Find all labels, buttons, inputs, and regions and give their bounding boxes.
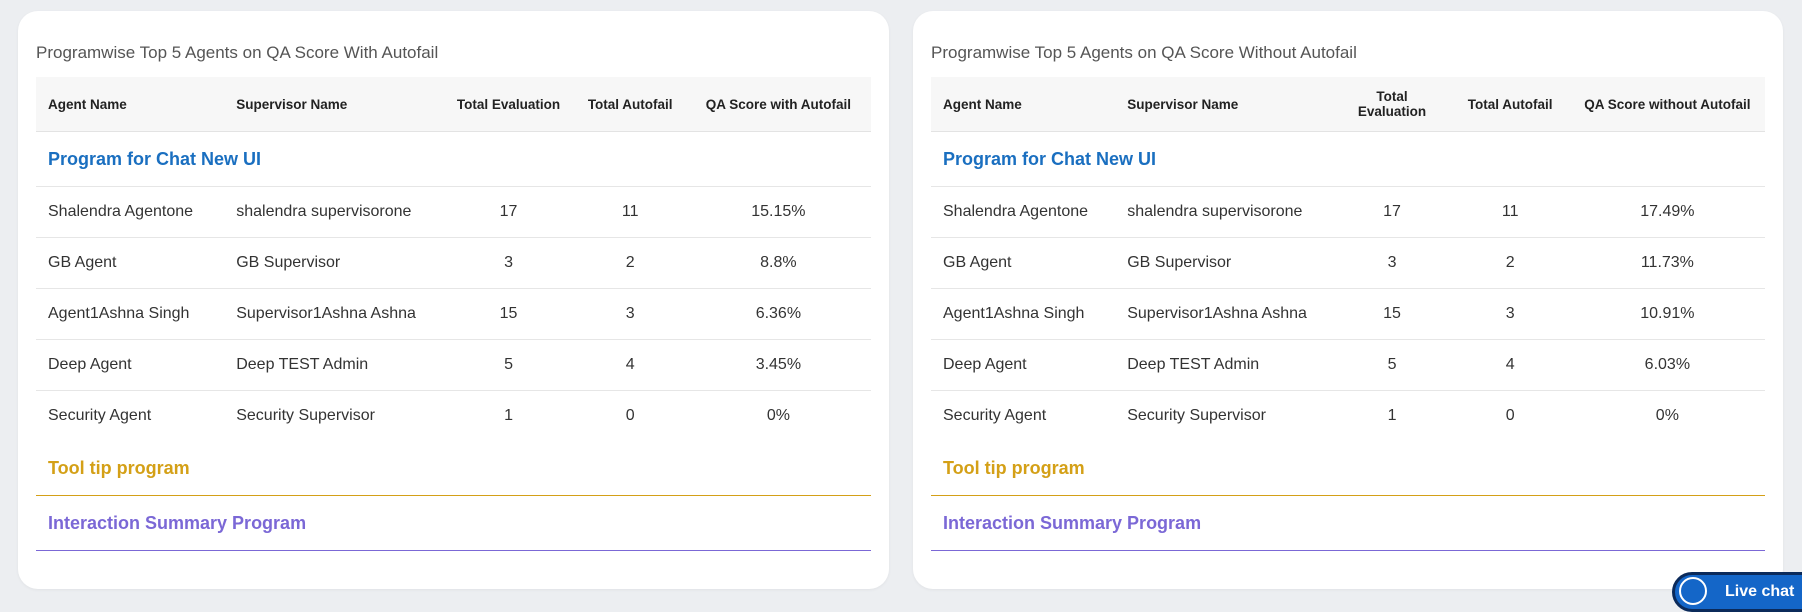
- program-name: Interaction Summary Program: [36, 495, 871, 551]
- column-header: QA Score with Autofail: [685, 77, 871, 132]
- column-header: Supervisor Name: [224, 77, 443, 132]
- cell: 15: [1333, 288, 1451, 340]
- agent-row: Deep Agent Deep TEST Admin 5 4 3.45%: [36, 339, 871, 391]
- column-header: Agent Name: [36, 77, 225, 132]
- program-row[interactable]: Interaction Summary Program: [931, 495, 1765, 551]
- column-header: Supervisor Name: [1115, 77, 1334, 132]
- cell: 6.36%: [685, 288, 871, 340]
- cell: 0: [1505, 407, 1515, 424]
- cell: 2: [574, 237, 686, 289]
- agent-row: GB Agent GB Supervisor 3 2 8.8%: [36, 237, 871, 289]
- program-name: Interaction Summary Program: [931, 495, 1765, 551]
- cell: Supervisor1Ashna Ashna: [224, 288, 443, 340]
- cell: Security Agent: [943, 407, 1047, 424]
- header-row: Agent Name Supervisor Name Total Evaluatio…: [931, 77, 1765, 132]
- cell: 17: [1333, 186, 1451, 238]
- panel: Programwise Top 5 Agents on QA Score Wit…: [18, 11, 889, 589]
- column-header: Total Autofail: [574, 77, 686, 132]
- cell: Security Supervisor: [236, 407, 375, 424]
- agent-row: Security Agent Security Supervisor 1 0 0%: [36, 391, 871, 442]
- cell: GB Agent: [36, 237, 225, 289]
- cell: 1: [504, 407, 513, 424]
- program-row[interactable]: Interaction Summary Program: [36, 495, 871, 551]
- column-header: Total Autofail: [1450, 77, 1570, 132]
- chat-icon: [1679, 577, 1707, 605]
- agent-row: Shalendra Agentone shalendra supervisoron…: [931, 186, 1765, 238]
- score-table: Agent Name Supervisor Name Total Evaluatio…: [36, 77, 871, 551]
- agent-row: GB Agent GB Supervisor 3 2 11.73%: [931, 237, 1765, 289]
- cell: 4: [1450, 339, 1570, 391]
- cell: 4: [574, 339, 686, 391]
- cell: Deep Agent: [931, 339, 1116, 391]
- cell: GB Agent: [931, 237, 1116, 289]
- panel: Programwise Top 5 Agents on QA Score Wit…: [913, 11, 1783, 589]
- cell: 5: [442, 339, 575, 391]
- column-header: QA Score without Autofail: [1569, 77, 1765, 132]
- agent-row: Deep Agent Deep TEST Admin 5 4 6.03%: [931, 339, 1765, 391]
- cell: 17.49%: [1569, 186, 1765, 238]
- agent-row: Shalendra Agentone shalendra supervisoron…: [36, 186, 871, 238]
- cell: 3: [574, 288, 686, 340]
- cell: Agent1Ashna Singh: [36, 288, 225, 340]
- column-header: Total Evaluation: [1333, 77, 1451, 132]
- program-name: Program for Chat New UI: [36, 131, 871, 187]
- cell: 3: [1333, 237, 1451, 289]
- cell: 10.91%: [1569, 288, 1765, 340]
- panel-title: Programwise Top 5 Agents on QA Score Wit…: [36, 43, 439, 62]
- program-row[interactable]: Program for Chat New UI: [931, 131, 1765, 187]
- cell: GB Supervisor: [224, 237, 443, 289]
- cell: 11.73%: [1569, 237, 1765, 289]
- table-head: Agent Name Supervisor Name Total Evaluatio…: [36, 77, 871, 132]
- column-header: Total Evaluation: [442, 77, 575, 132]
- agent-row: Security Agent Security Supervisor 1 0 0%: [931, 391, 1765, 442]
- cell: shalendra supervisorone: [1115, 186, 1334, 238]
- panel-title: Programwise Top 5 Agents on QA Score Wit…: [931, 43, 1357, 62]
- table-body: Program for Chat New UI Shalendra Agenton…: [931, 131, 1765, 551]
- cell: GB Supervisor: [1115, 237, 1334, 289]
- table-body: Program for Chat New UI Shalendra Agenton…: [36, 131, 871, 551]
- program-name: Program for Chat New UI: [931, 131, 1765, 187]
- agent-row: Agent1Ashna Singh Supervisor1Ashna Ashna 1…: [931, 288, 1765, 340]
- live-chat-label: Live chat: [1725, 583, 1795, 600]
- cell: Shalendra Agentone: [931, 186, 1116, 238]
- cell: Deep Agent: [36, 339, 225, 391]
- score-table: Agent Name Supervisor Name Total Evaluatio…: [931, 77, 1765, 551]
- cell: 17: [442, 186, 575, 238]
- cell: 11: [1450, 186, 1570, 238]
- cell: 1: [1387, 407, 1397, 424]
- cell: Shalendra Agentone: [36, 186, 225, 238]
- agent-row: Agent1Ashna Singh Supervisor1Ashna Ashna 1…: [36, 288, 871, 340]
- header-row: Agent Name Supervisor Name Total Evaluatio…: [36, 77, 871, 132]
- cell: 3.45%: [685, 339, 871, 391]
- cell: 15.15%: [685, 186, 871, 238]
- cell: 11: [574, 186, 686, 238]
- cell: 15: [442, 288, 575, 340]
- cell: 5: [1333, 339, 1451, 391]
- program-row[interactable]: Program for Chat New UI: [36, 131, 871, 187]
- live-chat-button[interactable]: Live chat: [1672, 572, 1802, 612]
- cell: Agent1Ashna Singh: [931, 288, 1116, 340]
- program-row[interactable]: Tool tip program: [36, 441, 871, 496]
- cell: 8.8%: [685, 237, 871, 289]
- cell: 6.03%: [1569, 339, 1765, 391]
- cell: 0%: [766, 407, 790, 424]
- column-header: Agent Name: [931, 77, 1116, 132]
- program-name: Tool tip program: [36, 441, 871, 496]
- cell: 2: [1450, 237, 1570, 289]
- cell: Security Supervisor: [1127, 407, 1266, 424]
- cell: 0: [625, 407, 635, 424]
- cell: 3: [442, 237, 575, 289]
- cell: 3: [1450, 288, 1570, 340]
- cell: shalendra supervisorone: [224, 186, 443, 238]
- cell: Supervisor1Ashna Ashna: [1115, 288, 1334, 340]
- program-row[interactable]: Tool tip program: [931, 441, 1765, 496]
- cell: Deep TEST Admin: [1115, 339, 1334, 391]
- cell: Deep TEST Admin: [224, 339, 443, 391]
- cell: 0%: [1655, 407, 1679, 424]
- cell: Security Agent: [48, 407, 152, 424]
- table-head: Agent Name Supervisor Name Total Evaluatio…: [931, 77, 1765, 132]
- program-name: Tool tip program: [931, 441, 1765, 496]
